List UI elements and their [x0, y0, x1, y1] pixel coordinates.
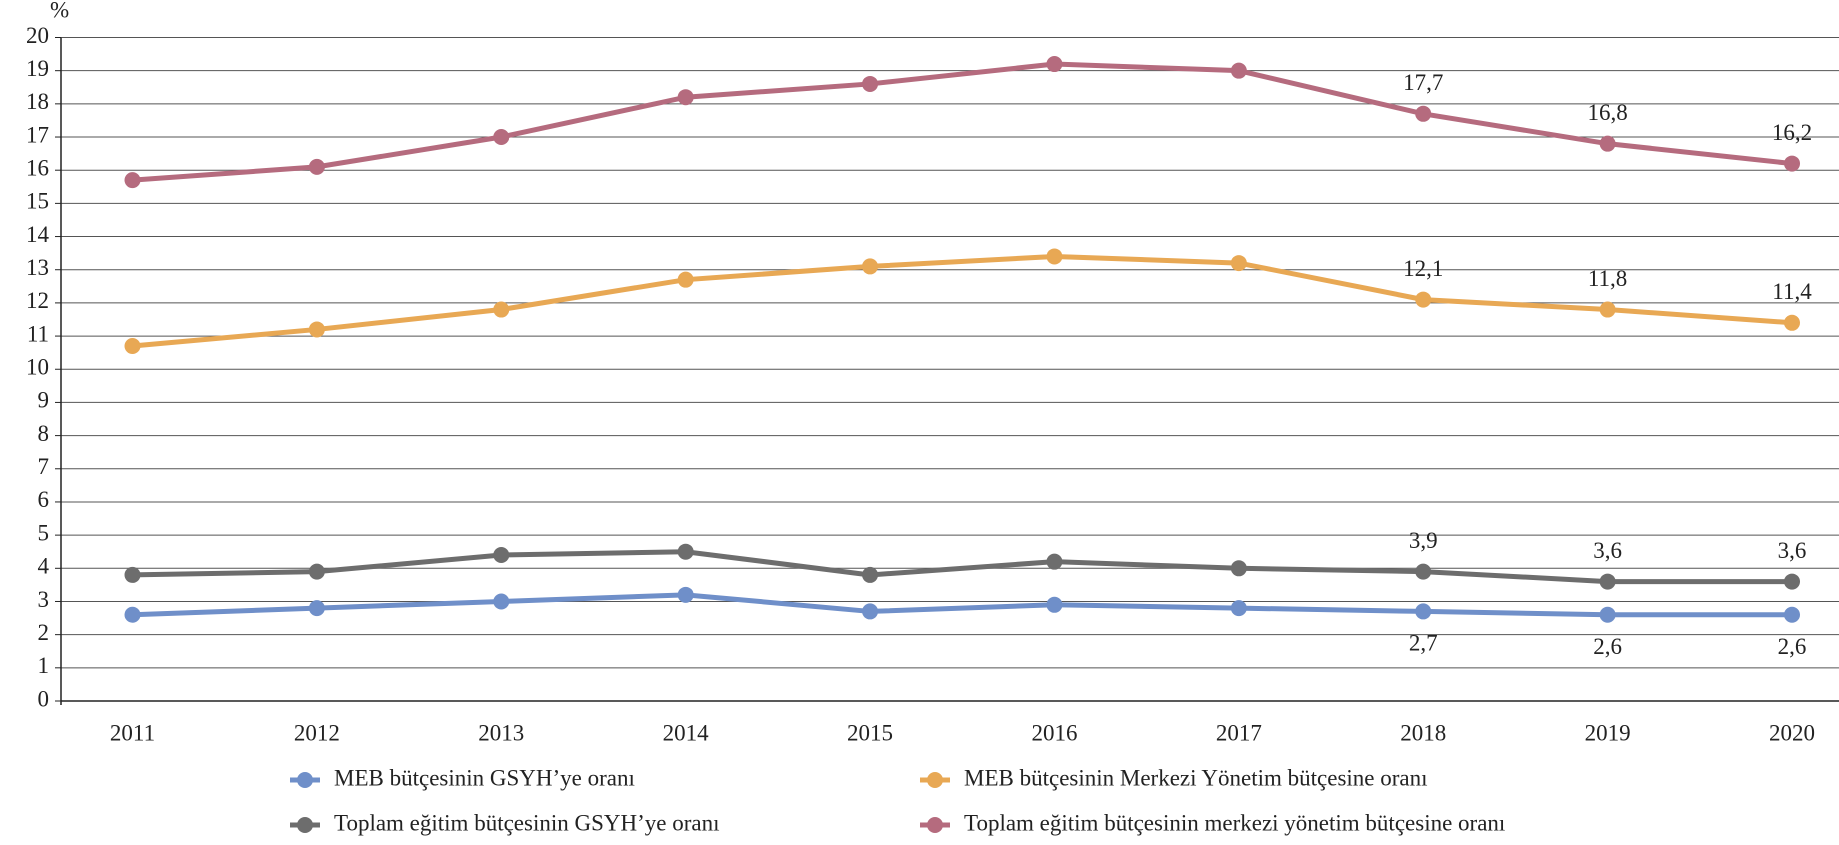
series-line: [132, 549, 1792, 585]
legend-marker: [927, 817, 943, 833]
legend-label: Toplam eğitim bütçesinin merkezi yönetim…: [964, 810, 1505, 835]
data-point: [124, 606, 141, 623]
y-tick-label: 17: [26, 122, 49, 147]
data-label: 12,1: [1403, 256, 1443, 281]
series-line: [132, 253, 1793, 349]
data-point: [493, 129, 510, 146]
legend-label: MEB bütçesinin GSYH’ye oranı: [334, 765, 635, 790]
data-label: 2,6: [1593, 634, 1622, 659]
data-point: [308, 158, 325, 175]
y-tick-label: 9: [38, 388, 50, 413]
x-tick-label: 2013: [478, 720, 524, 745]
data-label: 2,6: [1778, 634, 1807, 659]
y-tick-label: 13: [26, 255, 49, 280]
x-tick-label: 2015: [847, 720, 893, 745]
y-tick-label: 3: [38, 587, 50, 612]
data-point: [493, 301, 510, 318]
y-tick-label: 11: [27, 321, 49, 346]
data-point: [1784, 314, 1800, 331]
data-point: [677, 271, 694, 288]
data-point: [493, 593, 510, 610]
data-point: [1599, 301, 1616, 318]
data-point: [862, 566, 879, 583]
y-tick-label: 19: [26, 56, 49, 81]
data-point: [1599, 573, 1616, 590]
data-point: [677, 543, 694, 560]
data-point: [1046, 248, 1063, 265]
x-tick-label: 2020: [1769, 720, 1815, 745]
data-point: [1784, 573, 1800, 590]
y-tick-label: 8: [38, 421, 50, 446]
data-label: 16,2: [1772, 120, 1812, 145]
y-tick-label: 10: [26, 355, 49, 380]
y-tick-label: 15: [26, 189, 49, 214]
data-point: [862, 603, 879, 620]
legend-marker: [297, 817, 313, 833]
data-point: [1230, 600, 1247, 617]
data-label: 3,6: [1778, 538, 1807, 563]
data-point: [308, 600, 325, 617]
data-point: [308, 321, 325, 338]
data-label: 11,4: [1772, 279, 1812, 304]
series-line: [132, 592, 1792, 618]
data-point: [1230, 255, 1247, 272]
data-point: [677, 89, 694, 106]
series-line: [132, 61, 1793, 183]
y-tick-label: 18: [26, 89, 49, 114]
x-tick-label: 2018: [1400, 720, 1446, 745]
x-tick-label: 2012: [294, 720, 340, 745]
x-tick-label: 2016: [1031, 720, 1077, 745]
data-point: [1046, 56, 1063, 73]
y-axis-label: %: [50, 0, 69, 22]
data-point: [1415, 105, 1432, 122]
y-tick-label: 4: [38, 554, 50, 579]
data-point: [862, 258, 879, 275]
y-tick-label: 16: [26, 155, 49, 180]
y-tick-label: 5: [38, 520, 50, 545]
data-point: [1599, 606, 1616, 623]
data-point: [124, 172, 141, 189]
data-point: [1046, 596, 1063, 613]
data-point: [862, 75, 879, 92]
data-label: 3,9: [1409, 528, 1438, 553]
data-label: 3,6: [1593, 538, 1622, 563]
y-tick-label: 12: [26, 288, 49, 313]
data-point: [1784, 155, 1800, 172]
data-point: [677, 586, 694, 603]
y-tick-label: 6: [38, 487, 50, 512]
data-point: [1415, 291, 1432, 308]
legend-label: MEB bütçesinin Merkezi Yönetim bütçesine…: [964, 765, 1428, 790]
legend-marker: [927, 772, 943, 788]
legend-label: Toplam eğitim bütçesinin GSYH’ye oranı: [334, 810, 720, 835]
data-point: [1230, 560, 1247, 577]
y-tick-label: 20: [26, 23, 49, 48]
y-tick-label: 0: [38, 686, 50, 711]
data-point: [308, 563, 325, 580]
x-tick-label: 2011: [110, 720, 155, 745]
data-point: [1230, 62, 1247, 79]
y-tick-label: 2: [38, 620, 50, 645]
legend-marker: [297, 772, 313, 788]
x-tick-label: 2014: [663, 720, 710, 745]
data-point: [1415, 603, 1432, 620]
data-point: [1046, 553, 1063, 570]
data-point: [493, 547, 510, 564]
data-point: [124, 338, 141, 355]
data-label: 17,7: [1403, 70, 1443, 95]
data-point: [124, 566, 141, 583]
data-point: [1415, 563, 1432, 580]
data-label: 16,8: [1587, 100, 1627, 125]
data-label: 2,7: [1409, 631, 1438, 656]
data-label: 11,8: [1588, 266, 1627, 291]
y-tick-label: 14: [26, 222, 50, 247]
x-tick-label: 2019: [1585, 720, 1631, 745]
y-tick-label: 7: [38, 454, 50, 479]
y-tick-label: 1: [38, 653, 50, 678]
data-point: [1784, 606, 1800, 623]
data-point: [1599, 135, 1616, 152]
x-tick-label: 2017: [1216, 720, 1262, 745]
